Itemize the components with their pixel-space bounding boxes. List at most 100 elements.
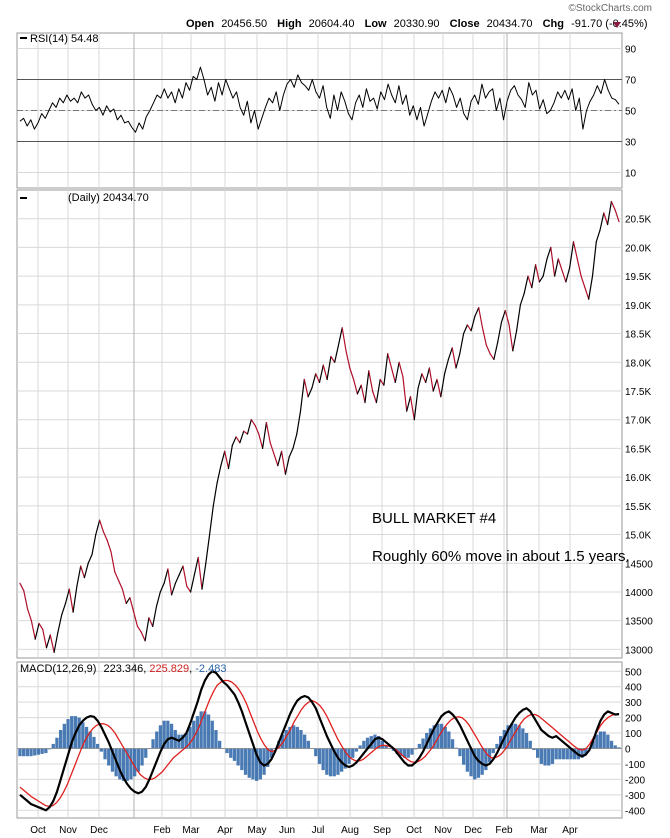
macd-histogram-bar — [284, 730, 288, 749]
rsi-line — [19, 66, 620, 133]
macd-value: 223.346 — [103, 663, 143, 675]
macd-histogram-bar — [169, 723, 174, 749]
x-tick-label: Dec — [464, 825, 482, 836]
macd-histogram-bar — [225, 748, 229, 754]
macd-histogram-bar — [425, 733, 429, 749]
macd-histogram-bar — [18, 748, 22, 757]
price-segment — [572, 241, 578, 260]
price-segment — [504, 310, 510, 326]
macd-histogram-bar — [584, 748, 588, 754]
price-segment — [121, 588, 127, 605]
macd-histogram-bar — [484, 748, 488, 771]
price-segment — [345, 350, 351, 369]
price-legend-swatch-icon — [20, 197, 27, 199]
price-tick-label: 15.0K — [625, 531, 651, 542]
macd-histogram-bar — [195, 716, 200, 749]
price-segment — [379, 378, 385, 386]
chg-down-arrow-icon — [613, 22, 621, 28]
price-segment — [27, 608, 32, 622]
macd-histogram-bar — [299, 730, 303, 749]
price-segment — [557, 258, 563, 271]
macd-histogram-bar — [133, 748, 137, 777]
rsi-tick-label: 30 — [625, 138, 637, 149]
macd-line — [19, 670, 620, 812]
macd-histogram-bar — [96, 743, 100, 749]
macd-histogram-bar — [499, 736, 503, 749]
rsi-panel: 10 30 50 70 90 — [16, 32, 637, 189]
macd-histogram-bar — [443, 726, 447, 749]
macd-histogram-bar — [70, 716, 74, 749]
open-value: 20456.50 — [221, 18, 267, 30]
macd-histogram-bar — [351, 748, 355, 758]
macd-histogram-bar — [243, 748, 248, 775]
price-segment — [610, 200, 616, 211]
annotation-title: BULL MARKET #4 — [372, 510, 496, 527]
rsi-tick-label: 90 — [625, 45, 637, 56]
macd-histogram-bar — [280, 734, 285, 749]
macd-histogram-bar — [232, 748, 237, 761]
price-segment — [493, 341, 499, 360]
price-segment — [606, 200, 613, 226]
price-tick-label: 13500 — [625, 617, 653, 628]
macd-histogram-bar — [88, 731, 92, 749]
macd-histogram-bar — [613, 745, 617, 749]
price-segment — [489, 353, 495, 360]
price-segment — [591, 241, 597, 277]
price-segment — [614, 209, 620, 223]
macd-histogram-bar — [151, 739, 155, 749]
x-tick-label: Apr — [217, 825, 233, 836]
macd-tick-label: -400 — [625, 806, 645, 817]
price-segment — [148, 617, 154, 628]
macd-histogram-bar — [406, 748, 410, 758]
price-segment — [364, 370, 370, 404]
low-label: Low — [365, 18, 387, 30]
macd-histogram-bar — [266, 748, 270, 767]
macd-histogram-bar — [25, 748, 29, 757]
price-segment — [550, 246, 556, 277]
price-segment — [455, 353, 461, 369]
macd-histogram-bar — [321, 748, 325, 771]
price-segment — [387, 353, 393, 369]
price-segment — [349, 367, 355, 381]
macd-histogram-bar — [29, 748, 33, 757]
price-segment — [538, 275, 544, 283]
high-value: 20604.40 — [309, 18, 355, 30]
macd-histogram-bar — [59, 730, 63, 749]
macd-histogram-bar — [532, 748, 536, 750]
price-segment — [459, 333, 465, 355]
macd-histogram-bar — [402, 748, 407, 758]
chg-value: -91.70 (-0.45%) — [571, 18, 647, 30]
price-segment — [227, 444, 233, 470]
price-segment — [440, 373, 446, 398]
price-tick-label: 18.5K — [625, 330, 651, 341]
macd-tick-label: 200 — [625, 714, 642, 725]
price-segment — [76, 565, 82, 587]
macd-histogram-bar — [125, 748, 129, 781]
price-segment — [159, 582, 165, 593]
price-segment — [318, 364, 324, 383]
price-segment — [155, 591, 161, 607]
price-segment — [599, 212, 605, 231]
price-segment — [394, 361, 400, 383]
price-segment — [144, 617, 150, 642]
macd-histogram-bar — [458, 748, 462, 757]
price-tick-label: 19.5K — [625, 272, 651, 283]
price-segment — [239, 430, 245, 444]
price-segment — [542, 258, 548, 277]
watermark[interactable]: ©StockCharts.com — [568, 3, 652, 14]
price-tick-label: 14000 — [625, 588, 653, 599]
price-segment — [95, 519, 101, 536]
macd-histogram-bar — [469, 748, 473, 777]
macd-histogram-bar — [184, 733, 188, 749]
macd-histogram-bar — [77, 717, 81, 749]
macd-title-label: MACD(12,26,9) — [20, 663, 96, 675]
macd-histogram-bar — [495, 743, 499, 749]
macd-histogram-bar — [118, 748, 122, 780]
macd-histogram-bar — [595, 734, 599, 749]
macd-histogram-bar — [521, 728, 525, 749]
macd-tick-label: -100 — [625, 760, 645, 771]
macd-histogram-bar — [229, 748, 233, 758]
price-tick-label: 14500 — [625, 559, 653, 570]
macd-histogram-bar — [358, 745, 362, 749]
